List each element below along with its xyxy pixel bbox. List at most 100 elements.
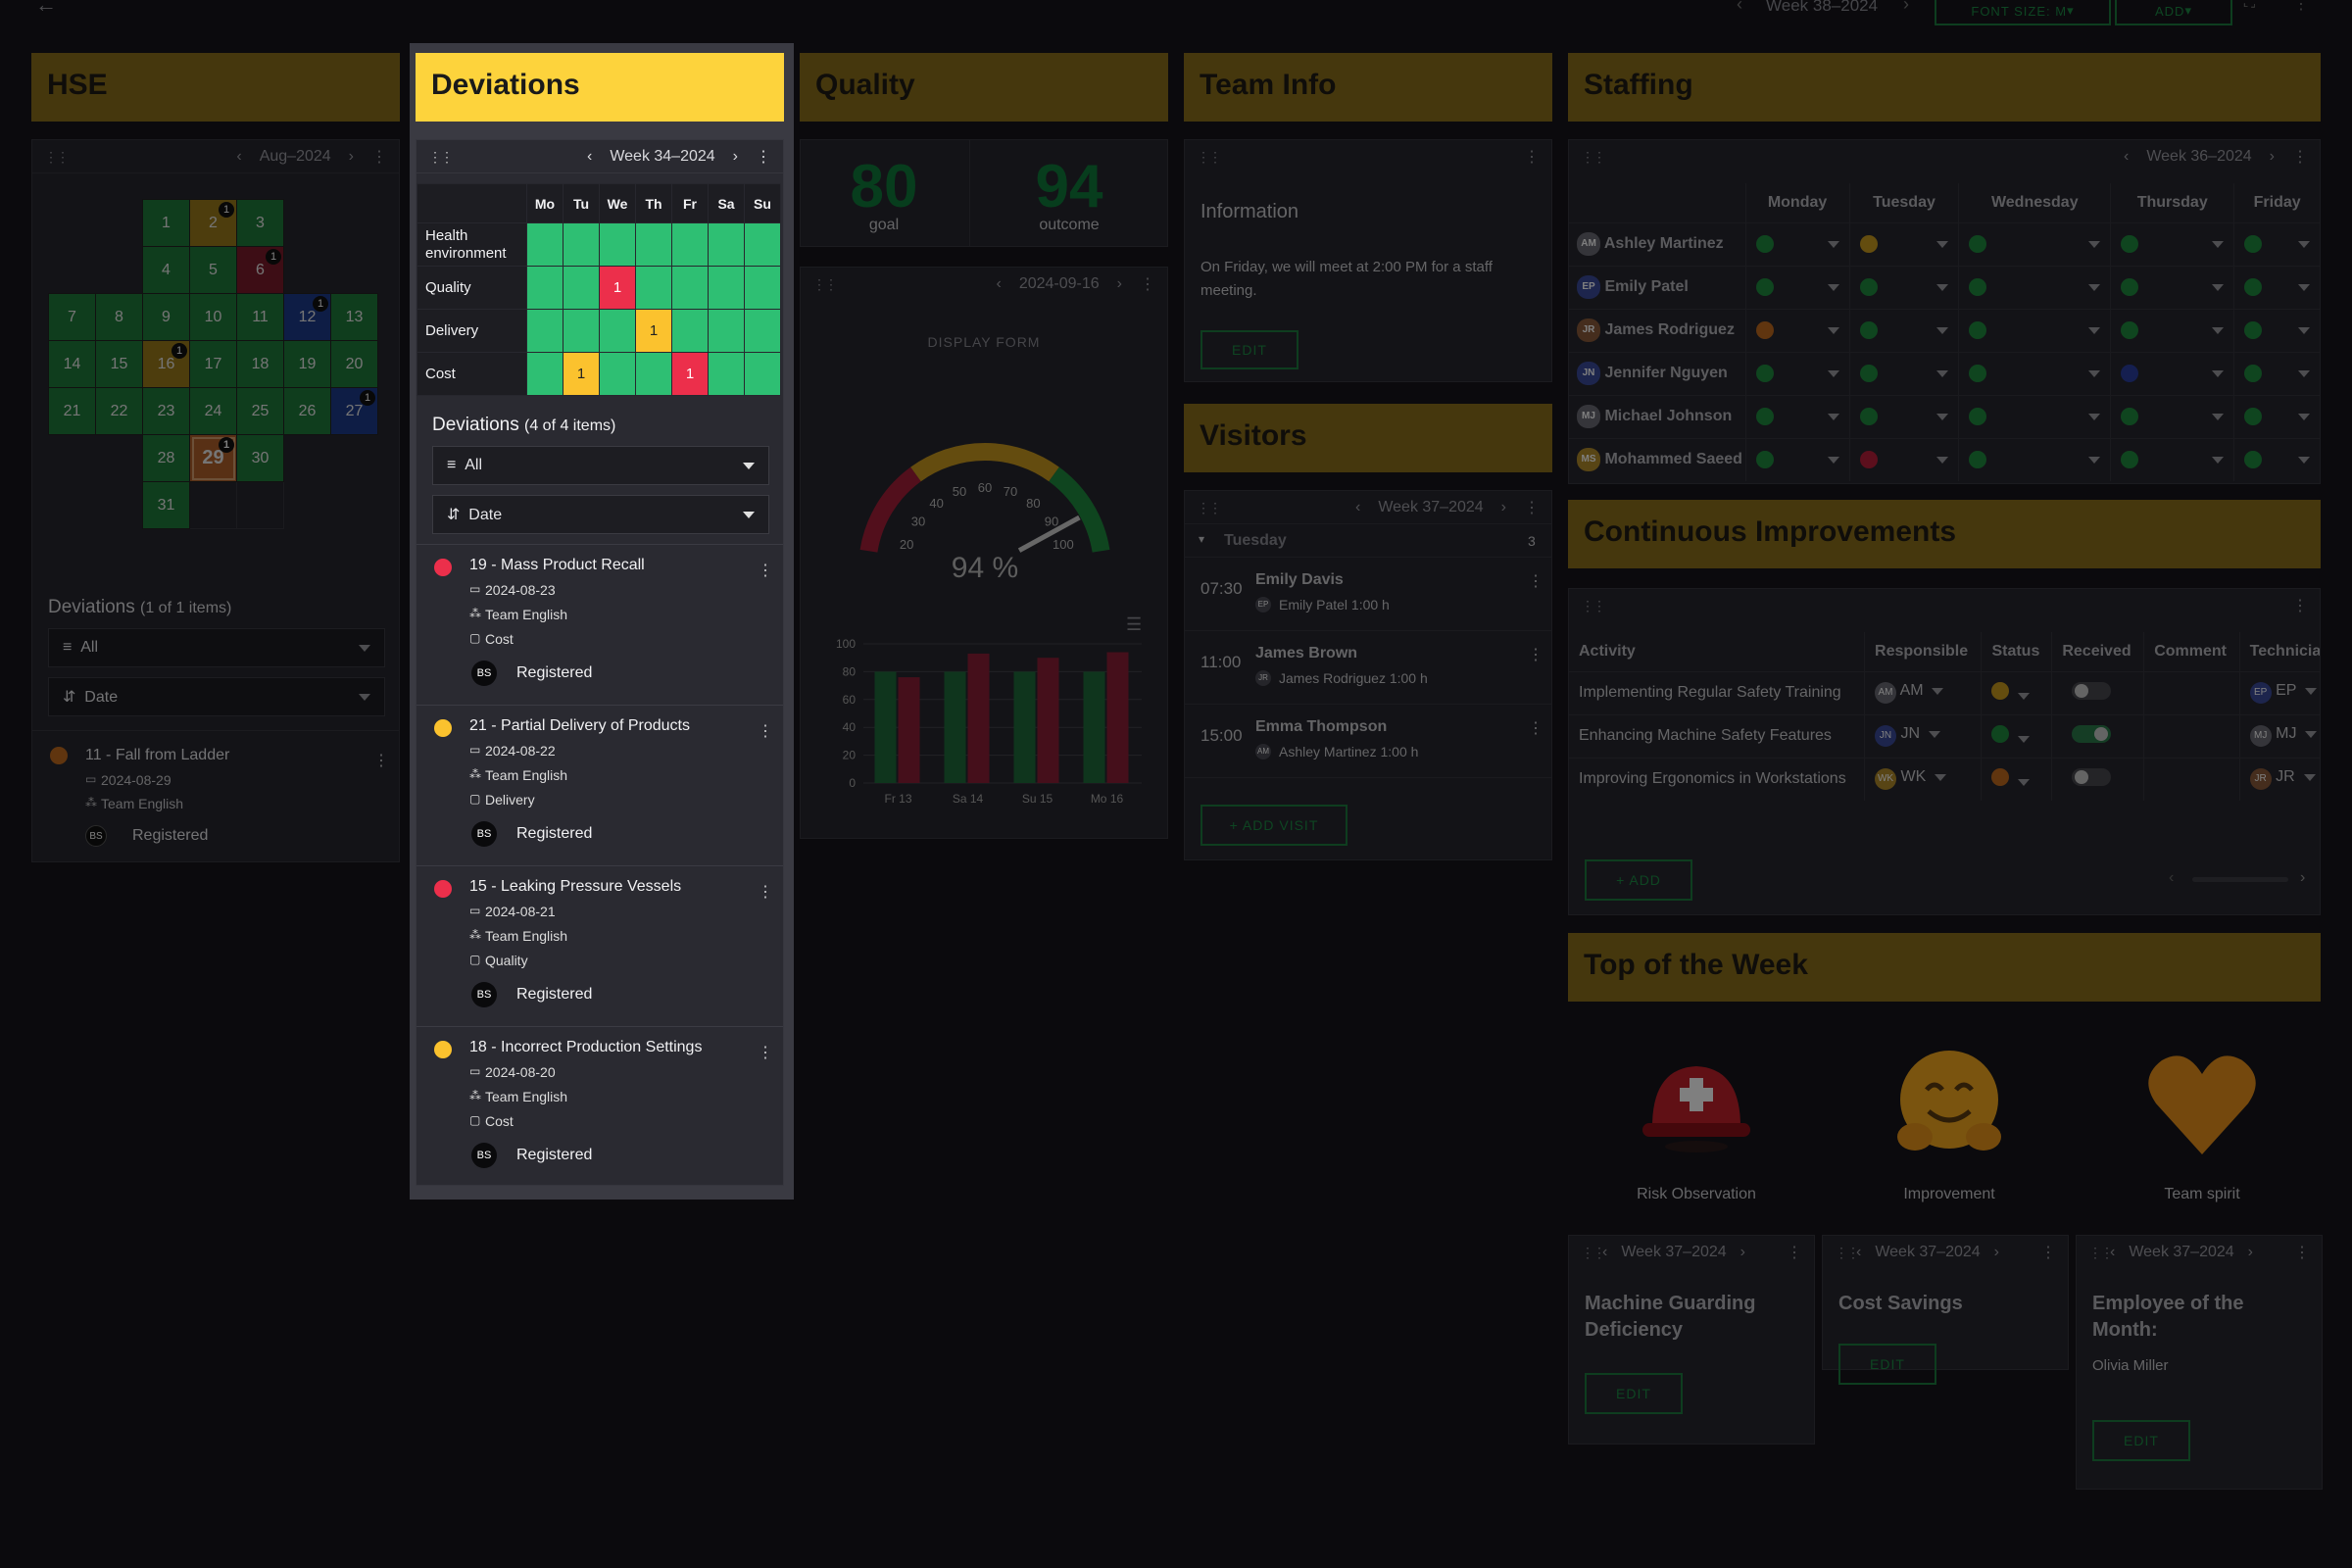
scroll-left-icon[interactable]: ‹ [2169, 869, 2175, 886]
staff-status-select[interactable] [2110, 309, 2234, 352]
calendar-day[interactable]: 12 1 [283, 293, 331, 341]
drag-handle-icon[interactable]: ⋮⋮ [1197, 500, 1222, 515]
calendar-day[interactable]: 7 [48, 293, 96, 341]
staff-status-select[interactable] [1744, 395, 1850, 438]
fullscreen-icon[interactable]: ⛶ [2244, 0, 2256, 11]
staff-status-select[interactable] [1848, 266, 1959, 309]
staff-status-select[interactable] [1958, 438, 2111, 481]
matrix-cell[interactable] [744, 222, 781, 267]
drag-handle-icon[interactable]: ⋮⋮ [812, 276, 838, 292]
calendar-day[interactable]: 29 1 [189, 434, 237, 482]
ci-add-button[interactable]: + ADD [1585, 859, 1692, 901]
comment-cell[interactable] [2143, 758, 2240, 801]
comment-cell[interactable] [2143, 671, 2240, 714]
hse-sort-select[interactable]: ⇵ Date [48, 677, 385, 716]
more-icon[interactable]: ⋮ [1528, 573, 1544, 590]
calendar-day[interactable]: 11 [236, 293, 284, 341]
more-icon[interactable]: ⋮ [2292, 149, 2308, 166]
calendar-day[interactable]: 17 [189, 340, 237, 388]
drag-handle-icon[interactable]: ⋮⋮ [1581, 1245, 1606, 1260]
hse-filter-select[interactable]: ≡ All [48, 628, 385, 667]
add-button[interactable]: ADD ▾ [2115, 0, 2232, 25]
deviation-item[interactable]: 18 - Incorrect Production Settings ⋮ ▭ 2… [416, 1026, 783, 1187]
drag-handle-icon[interactable]: ⋮⋮ [1581, 149, 1606, 165]
visitor-item[interactable]: 15:00 Emma Thompson AM Ashley Martinez 1… [1185, 705, 1551, 778]
bar[interactable] [898, 677, 920, 783]
ci-row[interactable]: Implementing Regular Safety Training AM … [1569, 671, 2320, 714]
comment-cell[interactable] [2143, 714, 2240, 758]
award-helmet[interactable]: Risk Observation [1570, 1029, 1823, 1215]
scroll-right-icon[interactable]: › [2300, 869, 2306, 886]
more-icon[interactable]: ⋮ [1524, 499, 1540, 516]
bar[interactable] [944, 671, 966, 783]
staff-status-select[interactable] [1958, 395, 2111, 438]
add-visit-button[interactable]: + ADD VISIT [1200, 805, 1348, 846]
drag-handle-icon[interactable]: ⋮⋮ [44, 149, 70, 165]
calendar-day[interactable]: 30 [236, 434, 284, 482]
staff-status-select[interactable] [2110, 222, 2234, 266]
more-icon[interactable]: ⋮ [1140, 276, 1155, 293]
prev-icon[interactable]: ‹ [236, 147, 242, 165]
award-heart[interactable]: Team spirit [2076, 1029, 2328, 1215]
matrix-cell[interactable]: 1 [671, 352, 709, 396]
deviation-item[interactable]: 19 - Mass Product Recall ⋮ ▭ 2024-08-23 … [416, 544, 783, 705]
matrix-cell[interactable] [635, 352, 672, 396]
drag-handle-icon[interactable]: ⋮⋮ [1835, 1245, 1860, 1260]
matrix-cell[interactable] [708, 309, 745, 353]
more-icon[interactable]: ⋮ [2292, 598, 2308, 614]
matrix-cell[interactable] [599, 222, 636, 267]
staff-status-select[interactable] [2233, 352, 2320, 395]
matrix-cell[interactable] [671, 222, 709, 267]
staff-status-select[interactable] [1848, 438, 1959, 481]
calendar-day[interactable]: 26 [283, 387, 331, 435]
staff-status-select[interactable] [1848, 309, 1959, 352]
more-icon[interactable]: ⋮ [2040, 1245, 2056, 1261]
calendar-day[interactable]: 27 1 [330, 387, 378, 435]
bar[interactable] [967, 653, 990, 783]
staff-status-select[interactable] [2110, 352, 2234, 395]
staff-status-select[interactable] [2233, 309, 2320, 352]
matrix-cell[interactable] [708, 352, 745, 396]
calendar-day[interactable]: 9 [142, 293, 190, 341]
ci-row[interactable]: Enhancing Machine Safety Features JN JN … [1569, 714, 2320, 758]
more-icon[interactable]: ⋮ [758, 884, 773, 901]
deviation-item[interactable]: 21 - Partial Delivery of Products ⋮ ▭ 20… [416, 705, 783, 865]
technician-select[interactable]: EP EP [2238, 671, 2320, 714]
matrix-cell[interactable] [671, 266, 709, 310]
deviations-sort-select[interactable]: ⇵ Date [432, 495, 769, 534]
more-icon[interactable]: ⋮ [1787, 1245, 1802, 1261]
matrix-cell[interactable] [635, 266, 672, 310]
status-select[interactable] [1981, 714, 2052, 758]
prev-week-icon[interactable]: ‹ [1737, 0, 1742, 14]
staff-status-select[interactable] [2233, 438, 2320, 481]
received-toggle[interactable] [2072, 681, 2112, 700]
bar[interactable] [874, 671, 897, 783]
deviations-filter-select[interactable]: ≡ All [432, 446, 769, 485]
responsible-select[interactable]: JN JN [1864, 714, 1982, 758]
staff-status-select[interactable] [1744, 309, 1850, 352]
staff-status-select[interactable] [1848, 222, 1959, 266]
more-icon[interactable]: ⋮ [1524, 149, 1540, 166]
matrix-cell[interactable] [599, 309, 636, 353]
matrix-cell[interactable] [708, 266, 745, 310]
more-icon[interactable]: ⋮ [758, 723, 773, 740]
card-edit-button[interactable]: EDIT [1585, 1373, 1683, 1414]
bar[interactable] [1106, 652, 1129, 783]
more-icon[interactable]: ⋮ [756, 148, 771, 166]
more-icon[interactable]: ⋮ [371, 148, 387, 166]
calendar-day[interactable]: 25 [236, 387, 284, 435]
matrix-cell[interactable] [744, 309, 781, 353]
drag-handle-icon[interactable]: ⋮⋮ [1581, 598, 1606, 613]
received-toggle[interactable] [2072, 724, 2112, 743]
technician-select[interactable]: JR JR [2238, 758, 2320, 801]
status-select[interactable] [1981, 671, 2052, 714]
staff-status-select[interactable] [1848, 352, 1959, 395]
staff-status-select[interactable] [2233, 222, 2320, 266]
next-icon[interactable]: › [1740, 1244, 1745, 1260]
prev-icon[interactable]: ‹ [2124, 148, 2130, 165]
technician-select[interactable]: MJ MJ [2238, 714, 2320, 758]
received-toggle[interactable] [2072, 767, 2112, 786]
prev-icon[interactable]: ‹ [587, 147, 593, 165]
